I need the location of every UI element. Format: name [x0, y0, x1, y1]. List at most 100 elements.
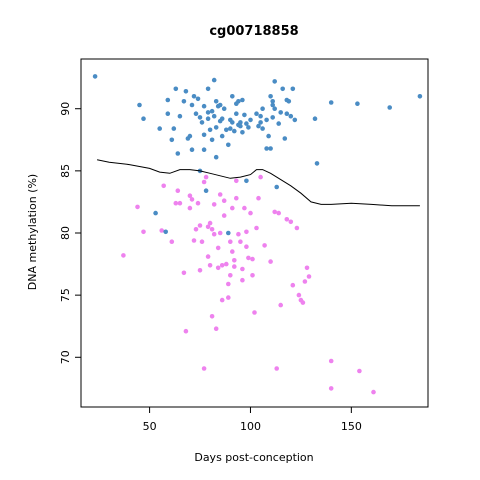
data-point [238, 120, 243, 125]
data-point [256, 195, 261, 201]
data-point [258, 120, 263, 125]
data-point [195, 96, 201, 102]
x-axis-label: Days post-conception [194, 451, 313, 464]
data-point [219, 133, 225, 139]
data-point [213, 154, 219, 160]
data-point [217, 102, 223, 108]
data-point [201, 147, 207, 152]
data-point [355, 101, 360, 106]
data-point [240, 97, 245, 103]
data-point [248, 210, 253, 216]
data-point [250, 256, 255, 262]
data-point [121, 253, 126, 258]
data-point [248, 117, 253, 123]
data-point [266, 133, 271, 139]
data-point [211, 77, 217, 83]
data-point [205, 254, 211, 259]
data-point [193, 227, 199, 232]
data-point [163, 229, 168, 235]
data-point [199, 120, 205, 125]
data-point [272, 79, 278, 84]
data-point [288, 113, 294, 119]
data-point [205, 224, 211, 230]
data-point [197, 115, 203, 120]
data-point [219, 116, 225, 121]
data-point [240, 266, 245, 272]
data-point [221, 198, 227, 203]
data-point [197, 268, 203, 273]
data-point [228, 126, 233, 131]
data-point [228, 273, 233, 278]
data-point [201, 103, 207, 109]
data-point [268, 259, 273, 264]
data-point [238, 123, 243, 129]
data-point [211, 113, 217, 119]
data-point [284, 217, 290, 222]
data-point [165, 97, 171, 103]
data-point [268, 146, 273, 151]
data-point [328, 100, 334, 105]
data-point [135, 204, 140, 210]
data-point [177, 200, 183, 206]
data-point [234, 178, 239, 184]
data-point [278, 302, 284, 308]
data-point [191, 94, 197, 99]
data-point [387, 105, 393, 110]
data-point [290, 282, 296, 288]
data-point [193, 111, 199, 116]
chart-title: cg00718858 [209, 24, 298, 39]
data-point [294, 225, 300, 231]
data-point [357, 368, 362, 374]
data-point [181, 99, 187, 104]
blue-points-layer [92, 74, 423, 236]
data-point [161, 183, 166, 189]
data-point [209, 137, 215, 143]
data-point [254, 225, 259, 231]
data-point [221, 106, 227, 111]
data-point [270, 115, 276, 120]
data-point [300, 300, 306, 305]
data-point [276, 210, 282, 216]
data-point [312, 116, 318, 121]
data-point [189, 147, 195, 152]
data-point [302, 279, 308, 284]
data-point [242, 205, 247, 211]
data-point [211, 231, 217, 237]
x-axis: 50 100 150 [143, 407, 362, 433]
data-point [252, 310, 257, 315]
data-point [205, 110, 211, 115]
data-point [264, 117, 269, 123]
data-point [232, 258, 237, 263]
data-point [215, 245, 221, 251]
data-point [171, 126, 177, 131]
data-point [328, 358, 334, 364]
data-point [209, 227, 215, 232]
data-point [181, 270, 187, 276]
data-point [219, 263, 225, 268]
data-point [264, 146, 269, 151]
data-point [278, 110, 284, 115]
data-point [244, 121, 249, 126]
data-point [296, 292, 302, 298]
data-point [189, 197, 195, 202]
data-point [272, 106, 278, 111]
data-point [203, 188, 209, 193]
data-point [173, 86, 179, 92]
data-point [213, 326, 219, 332]
data-point [201, 179, 207, 185]
data-point [173, 200, 179, 206]
data-point [244, 244, 249, 249]
data-point [268, 94, 273, 99]
data-point [244, 178, 249, 184]
data-point [292, 117, 298, 123]
data-point [280, 86, 286, 92]
data-point [230, 205, 235, 211]
data-point [141, 116, 146, 121]
data-point [306, 274, 312, 279]
data-point [175, 188, 181, 193]
data-point [207, 220, 213, 226]
data-point [230, 94, 235, 99]
data-point [183, 328, 189, 334]
data-point [240, 130, 245, 135]
data-point [262, 243, 267, 248]
